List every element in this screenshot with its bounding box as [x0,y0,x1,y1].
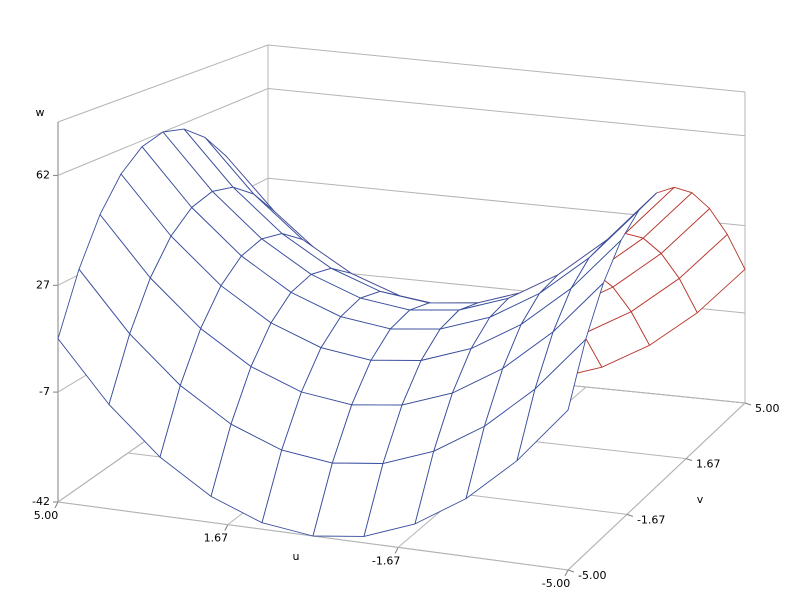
surface-cell [516,338,587,462]
box-edge [267,44,746,93]
tick-mark [626,513,634,517]
tick-mark [564,569,569,577]
y-tick-label: 1.67 [696,458,721,471]
tick-mark [54,501,59,509]
z-tick-label: -7 [39,385,50,398]
surface [57,128,746,537]
tick-mark [394,547,399,554]
z-axis-label: w [36,106,45,119]
y-axis-label: v [697,493,704,506]
x-tick-label: -1.67 [372,554,400,567]
tick-mark [224,524,229,531]
x-tick-label: 5.00 [34,509,59,522]
y-tick-label: 5.00 [755,402,780,415]
grid-line [267,88,746,137]
y-tick-label: -5.00 [578,569,606,582]
tick-mark [685,458,693,462]
tick-mark [744,402,752,406]
z-tick-label: 62 [36,168,50,181]
labels: w u v -42 -7 27 62 5.00 1.67 -1.67 -5.00 -5.00 -1… [32,106,779,590]
x-axis-label: u [293,550,300,563]
grid-line [567,402,746,571]
z-tick-label: 27 [36,278,50,291]
y-tick-label: -1.67 [637,513,665,526]
z-tick-label: -42 [32,495,50,508]
tick-mark [567,569,575,573]
box-edge [57,44,269,123]
x-tick-label: -5.00 [542,577,570,590]
x-tick-label: 1.67 [204,532,229,545]
